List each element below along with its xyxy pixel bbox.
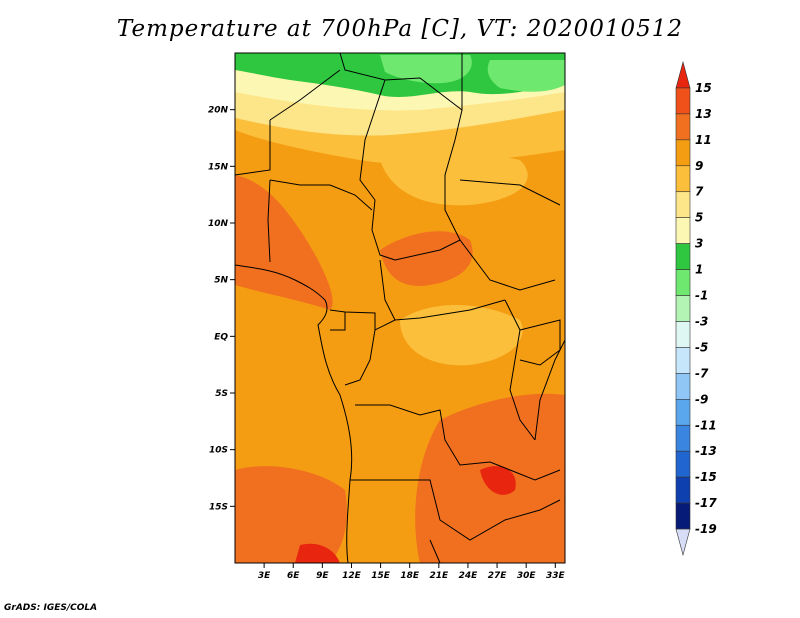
colorbar-swatch: [675, 113, 691, 141]
border-cameroon-gabon: [329, 309, 396, 331]
field-cool-north: [380, 152, 528, 206]
border-north: [339, 53, 463, 112]
colorbar-label: -15: [695, 470, 717, 484]
lon-tick-label: 27E: [488, 571, 508, 581]
border-benin: [267, 179, 271, 263]
colorbar-swatch: [675, 165, 691, 193]
lat-tick-label: 10N: [208, 219, 229, 229]
colorbar-swatch: [675, 139, 691, 167]
colorbar-swatch: [675, 87, 691, 115]
colorbar-swatch: [675, 373, 691, 400]
colorbar-label: 1: [695, 263, 703, 277]
map-title: Temperature at 700hPa [C], VT: 202001051…: [116, 16, 684, 42]
colorbar-swatch: [675, 502, 691, 530]
colorbar-label: 9: [695, 159, 703, 173]
country-borders: [235, 53, 565, 563]
border-car-sudan: [394, 239, 556, 291]
colorbar-label: -5: [695, 340, 708, 354]
colorbar-swatch: [675, 191, 691, 218]
colorbar-label: 7: [695, 185, 704, 199]
lat-tick-label: 15S: [209, 502, 228, 512]
field-band-light-green: [380, 55, 472, 84]
lon-tick-label: 30E: [517, 571, 537, 581]
lat-tick-label: 10S: [209, 446, 228, 456]
colorbar-swatch: [675, 217, 691, 244]
latitude-axis: 20N 15N 10N 5N EQ 5S 10S 15S: [208, 106, 235, 512]
colorbar-label: -17: [695, 496, 717, 510]
colorbar-swatch: [675, 347, 691, 374]
colorbar-label: -9: [695, 392, 708, 406]
border-nigeria-niger: [269, 179, 373, 211]
lat-tick-label: EQ: [214, 332, 228, 342]
colorbar-label: -3: [695, 314, 708, 328]
border-zambia-tanzania: [489, 461, 561, 481]
border-chad-sudan: [444, 109, 463, 241]
lon-tick-label: 24E: [459, 571, 479, 581]
lat-tick-label: 5N: [214, 276, 228, 286]
map-frame: [234, 52, 566, 564]
lon-tick-label: 12E: [342, 571, 362, 581]
lon-tick-label: 18E: [400, 571, 420, 581]
colorbar-swatch: [675, 243, 691, 270]
border-nigeria-cameroon: [371, 199, 396, 261]
border-gabon-congo: [344, 329, 376, 386]
field-warm-west: [235, 175, 333, 310]
longitude-axis: 3E 6E 9E 12E 15E 18E 21E 24E 27E 30E 33E: [258, 563, 566, 581]
lon-tick-label: 15E: [371, 571, 391, 581]
credit-label: GrADS: IGES/COLA: [4, 603, 98, 613]
border-sudan-ethiopia: [459, 179, 561, 206]
lat-tick-label: 5S: [215, 389, 228, 399]
colorbar-swatch: [675, 269, 691, 296]
colorbar-label: -13: [695, 444, 717, 458]
lon-tick-label: 21E: [429, 571, 449, 581]
colorbar-label: 13: [695, 107, 712, 121]
border-congo-car: [379, 259, 506, 321]
lat-tick-label: 20N: [208, 106, 229, 116]
colorbar-label: -11: [695, 418, 717, 432]
lon-tick-label: 6E: [287, 571, 300, 581]
coastline-west: [235, 264, 353, 563]
colorbar-label: -7: [695, 366, 709, 380]
lon-tick-label: 3E: [258, 571, 271, 581]
border-angola-zambia: [350, 479, 561, 541]
field-hot-spot-east: [480, 466, 516, 495]
field-cool-central: [400, 305, 523, 366]
field-band-light-green-east: [487, 60, 565, 92]
border-mali-niger: [235, 120, 271, 176]
lon-tick-label: 9E: [316, 571, 329, 581]
colorbar-label: 15: [695, 81, 712, 95]
border-angola-drc: [355, 404, 491, 466]
colorbar-swatch: [675, 476, 691, 504]
colorbar-swatch: [675, 60, 691, 89]
field-hot-spot: [295, 543, 340, 563]
lat-tick-label: 15N: [208, 162, 229, 172]
border-drc-east: [504, 299, 536, 441]
border-eqguinea: [330, 312, 346, 331]
colorbar-label: -19: [695, 522, 717, 536]
field-warm-south-west: [235, 466, 347, 563]
temperature-field: [235, 53, 565, 563]
colorbar-swatch: [675, 399, 691, 426]
colorbar-label: 3: [695, 237, 703, 251]
border-namibia: [429, 539, 441, 563]
colorbar-swatch: [675, 295, 691, 322]
colorbar-label: -1: [695, 289, 708, 303]
colorbar-swatch: [675, 321, 691, 348]
border-niger-algeria: [269, 69, 341, 121]
colorbar-label: 11: [695, 133, 712, 147]
border-tanzania: [534, 339, 565, 441]
lon-tick-label: 33E: [546, 571, 566, 581]
colorbar-swatch: [675, 450, 691, 478]
border-niger-chad: [359, 79, 386, 201]
colorbar-label: 5: [695, 211, 703, 225]
colorbar-swatch: [675, 424, 691, 452]
colorbar-swatch: [675, 528, 691, 557]
colorbar: 15 13 11 9 7 5 3 1 -1 -3 -5 -7 -9 -11 -13 -15 -17 -19: [675, 60, 717, 557]
